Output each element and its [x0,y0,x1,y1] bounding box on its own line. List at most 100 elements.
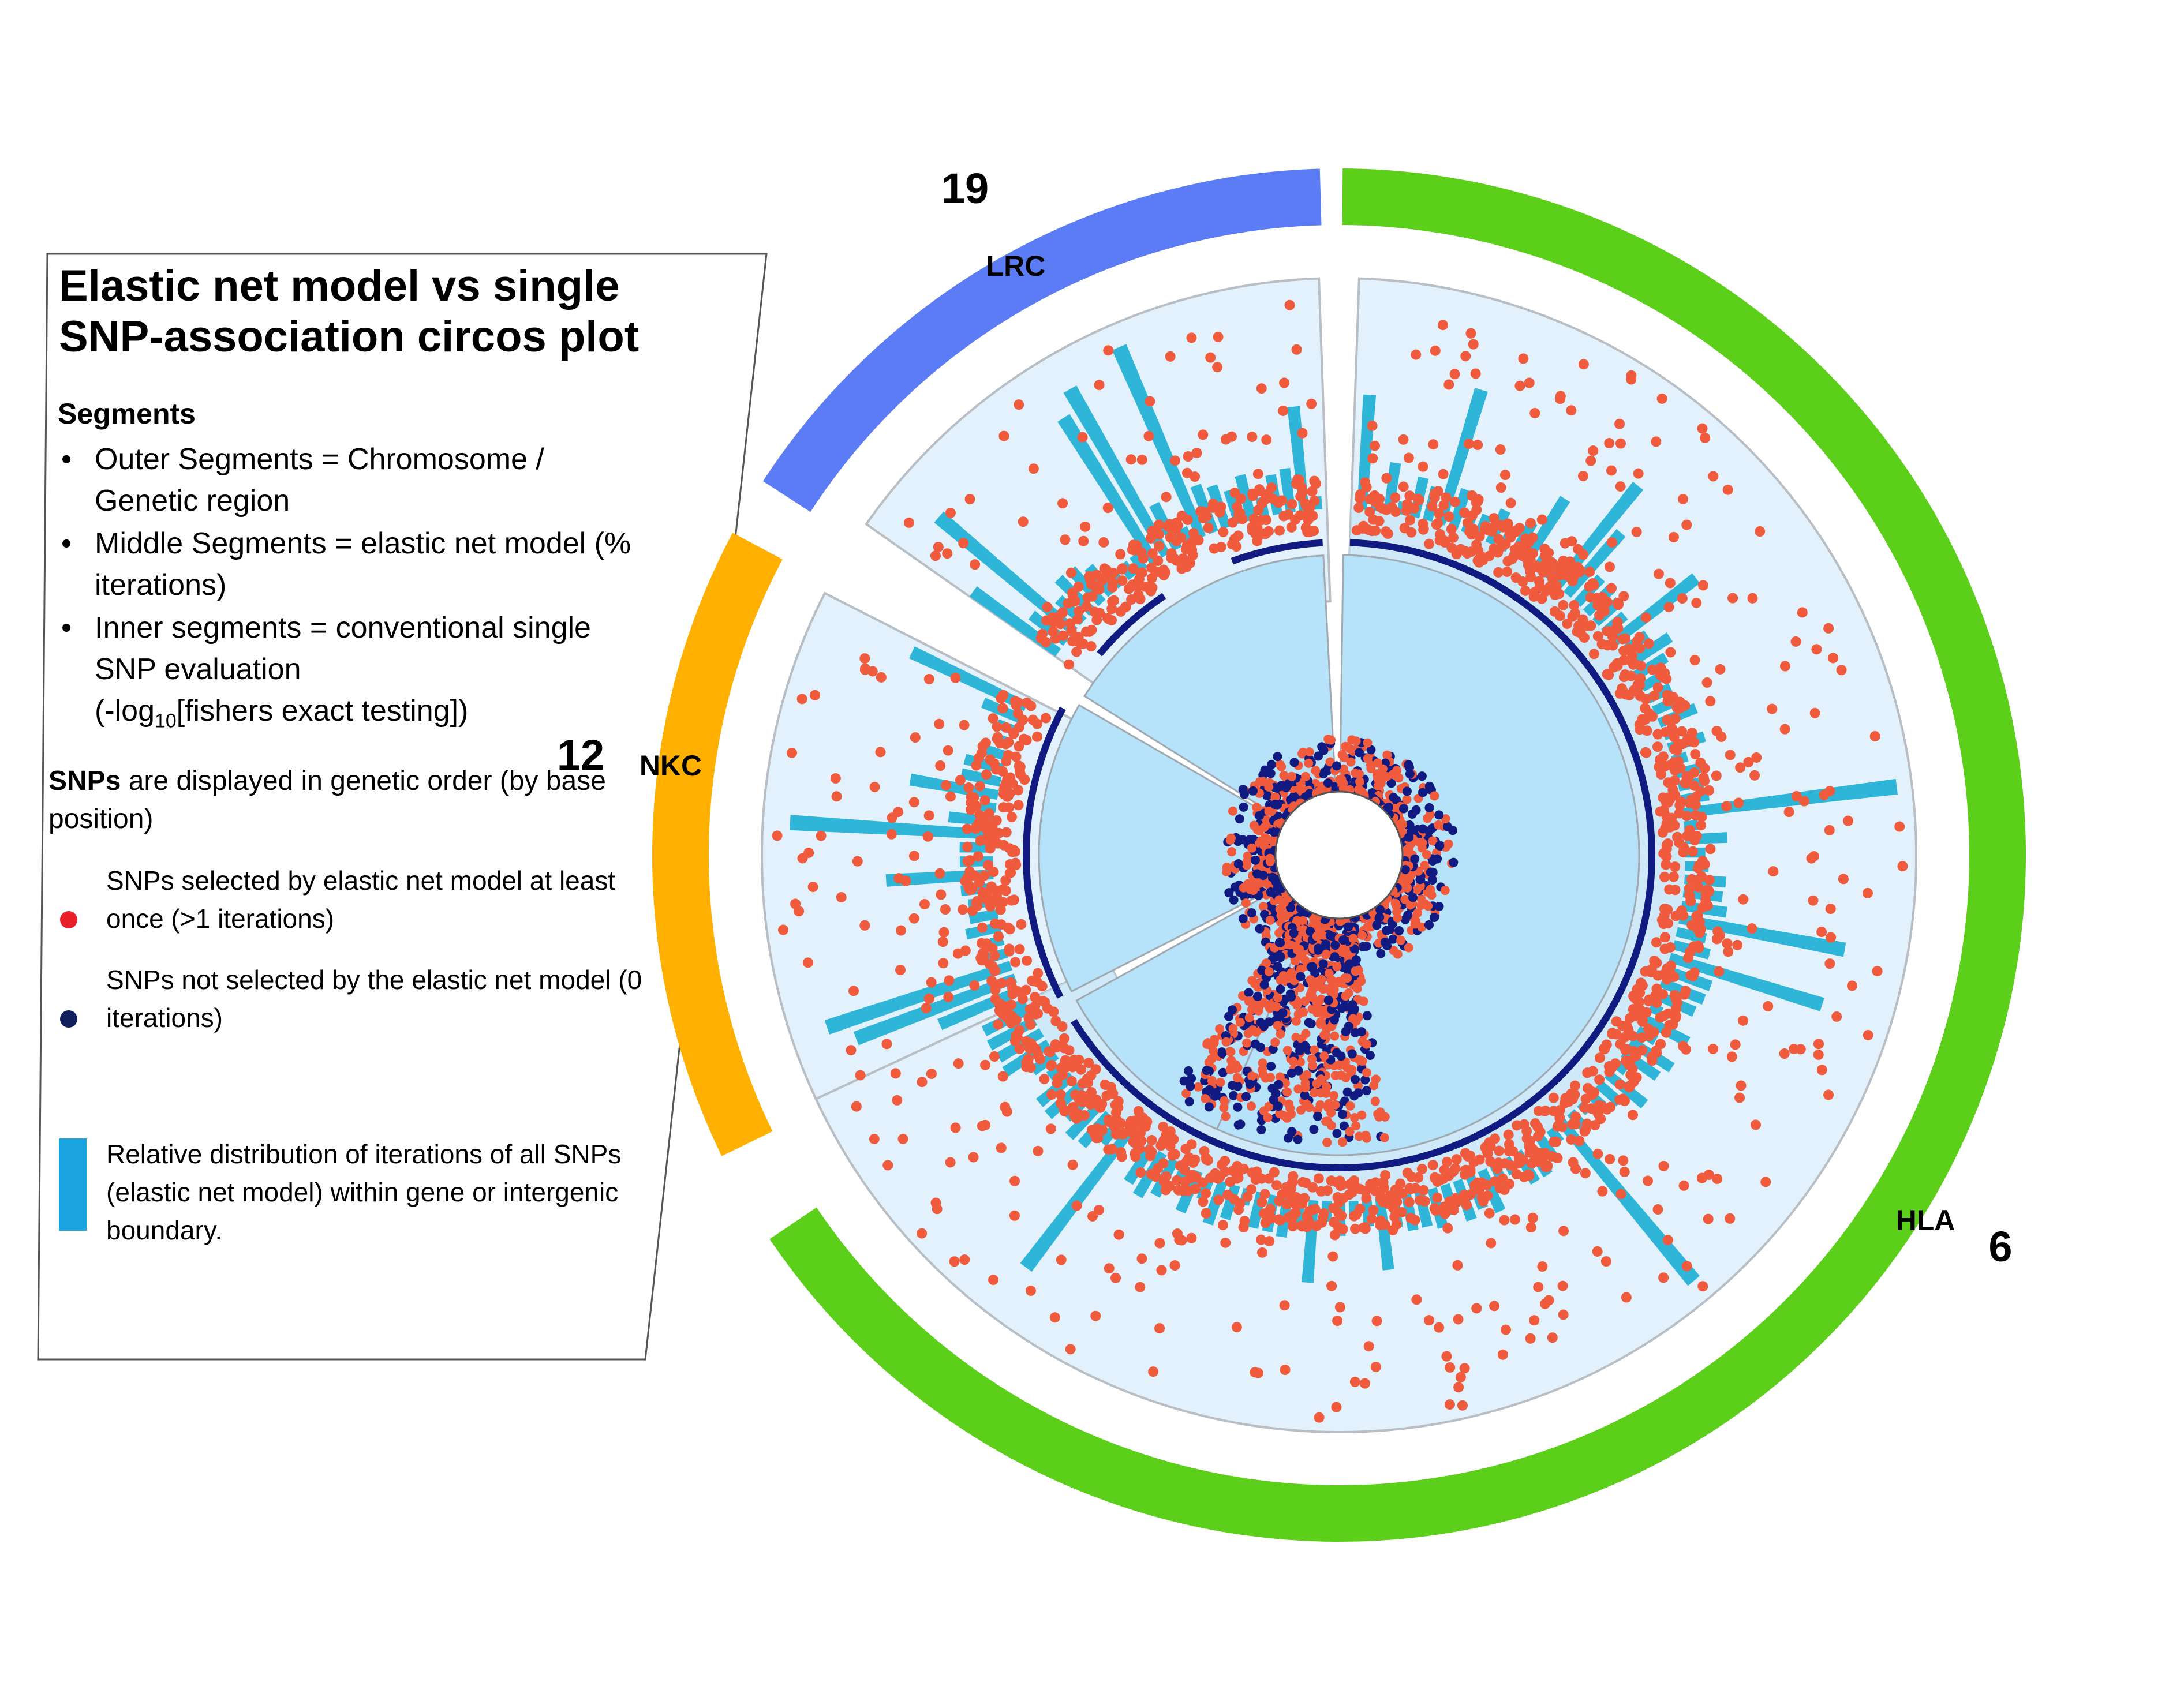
elastic-net-point-500 [974,752,985,763]
fisher-point-849 [1396,822,1405,831]
fisher-point-1195 [1256,1125,1266,1134]
fisher-point-1197 [1273,1021,1282,1031]
elastic-net-point-183 [1115,549,1126,560]
elastic-net-point-1006 [1662,1235,1673,1246]
elastic-net-point-1208 [1624,690,1635,700]
elastic-net-point-1435 [1459,1363,1470,1374]
fisher-point-1332 [1310,1088,1319,1097]
selected-label: SNPs selected by elastic net model at le… [106,866,616,934]
elastic-net-point-315 [831,791,842,802]
fisher-point-1457 [1353,1088,1363,1098]
fisher-point-1101 [1242,1038,1252,1048]
fisher-point-1525 [1287,1068,1296,1078]
elastic-net-point-1330 [1133,1106,1144,1116]
elastic-net-point-1556 [1427,501,1438,512]
elastic-net-point-1685 [1634,675,1645,685]
elastic-net-point-494 [941,780,952,791]
elastic-net-point-1585 [1275,1215,1286,1226]
elastic-net-point-444 [945,791,956,802]
fisher-point-834 [1354,748,1364,758]
elastic-net-point-766 [1367,453,1378,464]
elastic-net-point-486 [990,994,1001,1005]
elastic-net-point-180 [1154,541,1165,552]
elastic-net-point-1676 [950,1122,961,1133]
elastic-net-point-1058 [1090,1310,1101,1321]
elastic-net-point-978 [997,1071,1008,1082]
elastic-net-point-301 [855,1070,866,1081]
fisher-point-863 [1418,788,1428,797]
fisher-point-800 [1228,806,1238,816]
fisher-point-1296 [1232,1073,1242,1082]
unselected-snp-ring [1023,539,1655,1172]
fisher-point-391 [1366,745,1376,755]
fisher-point-777 [1238,835,1248,845]
elastic-net-point-195 [1191,448,1202,459]
elastic-net-point-1128 [1370,1361,1381,1372]
elastic-net-point-904 [1502,566,1513,577]
elastic-net-point-1416 [1113,1102,1124,1113]
fisher-point-845 [1285,902,1295,912]
fisher-point-1452 [1300,996,1310,1006]
elastic-net-point-1300 [851,1101,862,1112]
elastic-net-point-1240 [1360,477,1371,488]
elastic-net-point-1161 [1578,359,1589,370]
elastic-net-point-940 [1449,369,1460,380]
elastic-net-point-217 [1123,583,1134,594]
elastic-net-point-1370 [1838,874,1849,885]
elastic-net-point-1213 [1566,536,1577,547]
elastic-net-point-496 [1005,772,1016,783]
elastic-net-point-1470 [968,1152,979,1163]
elastic-net-point-1371 [1569,1080,1580,1091]
elastic-net-point-252 [1216,541,1226,552]
elastic-net-point-1550 [1703,1213,1714,1224]
iteration-bar-11 [1063,385,1170,558]
elastic-net-point-1194 [1714,966,1725,977]
elastic-net-point-1433 [1046,1089,1057,1100]
elastic-net-point-1690 [1694,916,1705,927]
elastic-net-point-1320 [1402,499,1413,510]
fisher-point-675 [1424,826,1434,836]
elastic-net-point-1373 [1604,437,1615,448]
fisher-point-892 [1385,924,1395,934]
fisher-point-1433 [1329,1015,1339,1025]
elastic-net-point-1363 [1630,1051,1641,1062]
elastic-net-point-176 [1050,633,1061,644]
elastic-net-point-1567 [1349,1211,1360,1222]
fisher-point-1103 [1369,1081,1379,1091]
elastic-net-point-41 [1057,498,1068,509]
fisher-point-1507 [1330,952,1340,962]
fisher-point-1545 [1276,953,1285,962]
elastic-net-point-1795 [1104,1116,1115,1127]
fisher-point-881 [1440,886,1450,896]
elastic-net-point-1775 [1504,1179,1515,1190]
fisher-point-1549 [1312,931,1322,941]
fisher-point-878 [1247,843,1256,853]
elastic-net-point-1372 [1076,1064,1087,1075]
elastic-net-point-1736 [1585,1086,1596,1097]
fisher-point-1168 [1204,1102,1214,1112]
elastic-net-point-1261 [1665,578,1676,589]
elastic-net-point-144 [1120,602,1131,613]
elastic-net-point-1623 [1489,513,1499,524]
elastic-net-point-35 [945,507,956,518]
elastic-net-point-200 [1300,522,1311,533]
elastic-net-point-1307 [1033,1145,1044,1156]
elastic-net-point-1151 [1678,1180,1689,1191]
elastic-net-point-907 [1656,393,1667,404]
not-selected-label: SNPs not selected by the elastic net mod… [106,965,642,1033]
fisher-point-1373 [1345,959,1355,969]
fisher-point-896 [1222,867,1232,877]
elastic-net-point-912 [1334,1302,1345,1313]
lrc-navy-ring-2 [1231,539,1323,565]
elastic-net-point-1782 [1117,1129,1128,1140]
elastic-net-point-1211 [1825,904,1836,915]
fisher-point-512 [1270,792,1280,802]
elastic-net-point-1631 [1074,1095,1085,1106]
fisher-point-1542 [1300,1041,1310,1051]
elastic-net-point-1527 [1651,436,1662,447]
elastic-net-point-394 [923,810,934,821]
elastic-net-point-1812 [1484,550,1495,561]
elastic-net-point-1659 [989,1051,1000,1062]
elastic-net-point-1085 [1197,1177,1208,1188]
elastic-net-point-1687 [1585,455,1596,466]
